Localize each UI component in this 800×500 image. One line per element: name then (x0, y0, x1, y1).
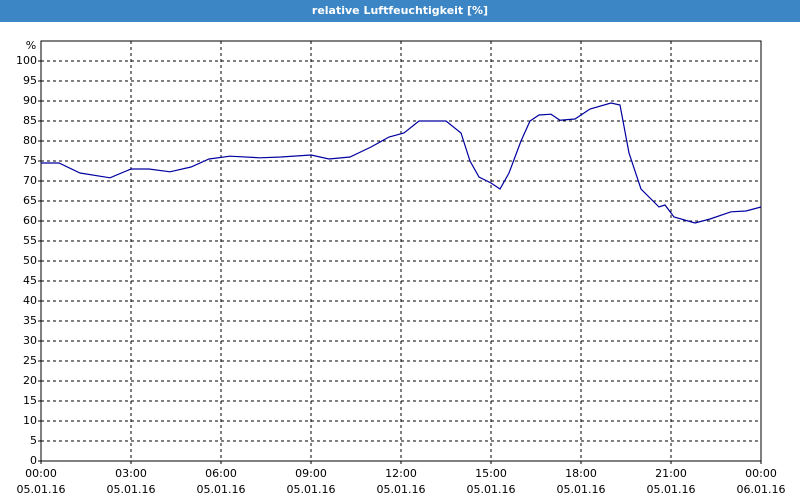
y-tick-label: 60 (23, 214, 37, 227)
data-line (41, 102, 762, 224)
y-tick-label: 5 (30, 434, 37, 447)
x-tick-label: 18:00 05.01.16 (556, 467, 606, 496)
x-tick-label: 00:00 06.01.16 (736, 467, 786, 496)
x-tick-label: 09:00 05.01.16 (286, 467, 336, 496)
x-tick-label: 03:00 05.01.16 (106, 467, 156, 496)
x-tick-label: 06:00 05.01.16 (196, 467, 246, 496)
x-tick-label: 12:00 05.01.16 (376, 467, 426, 496)
y-tick-label: 30 (23, 334, 37, 347)
y-tick-label: 15 (23, 394, 37, 407)
x-tick-label: 15:00 05.01.16 (466, 467, 516, 496)
y-tick-label: 80 (23, 134, 37, 147)
y-tick-label: 55 (23, 234, 37, 247)
y-tick-label: 10 (23, 414, 37, 427)
y-tick-label: 45 (23, 274, 37, 287)
y-tick-label: 95 (23, 74, 37, 87)
y-tick-label: 50 (23, 254, 37, 267)
y-tick-label: 0 (30, 454, 37, 467)
y-tick-label: 100 (16, 54, 37, 67)
y-tick-label: 40 (23, 294, 37, 307)
x-tick-label: 00:00 05.01.16 (16, 467, 66, 496)
y-tick-label: 70 (23, 174, 37, 187)
y-tick-label: 65 (23, 194, 37, 207)
y-tick-label: 75 (23, 154, 37, 167)
y-tick-label: 35 (23, 314, 37, 327)
x-tick-label: 21:00 05.01.16 (646, 467, 696, 496)
y-tick-label: 85 (23, 114, 37, 127)
y-unit: % (26, 39, 36, 52)
title-bar: relative Luftfeuchtigkeit [%] (0, 0, 800, 22)
y-tick-label: 20 (23, 374, 37, 387)
y-tick-label: 25 (23, 354, 37, 367)
y-tick-label: 90 (23, 94, 37, 107)
